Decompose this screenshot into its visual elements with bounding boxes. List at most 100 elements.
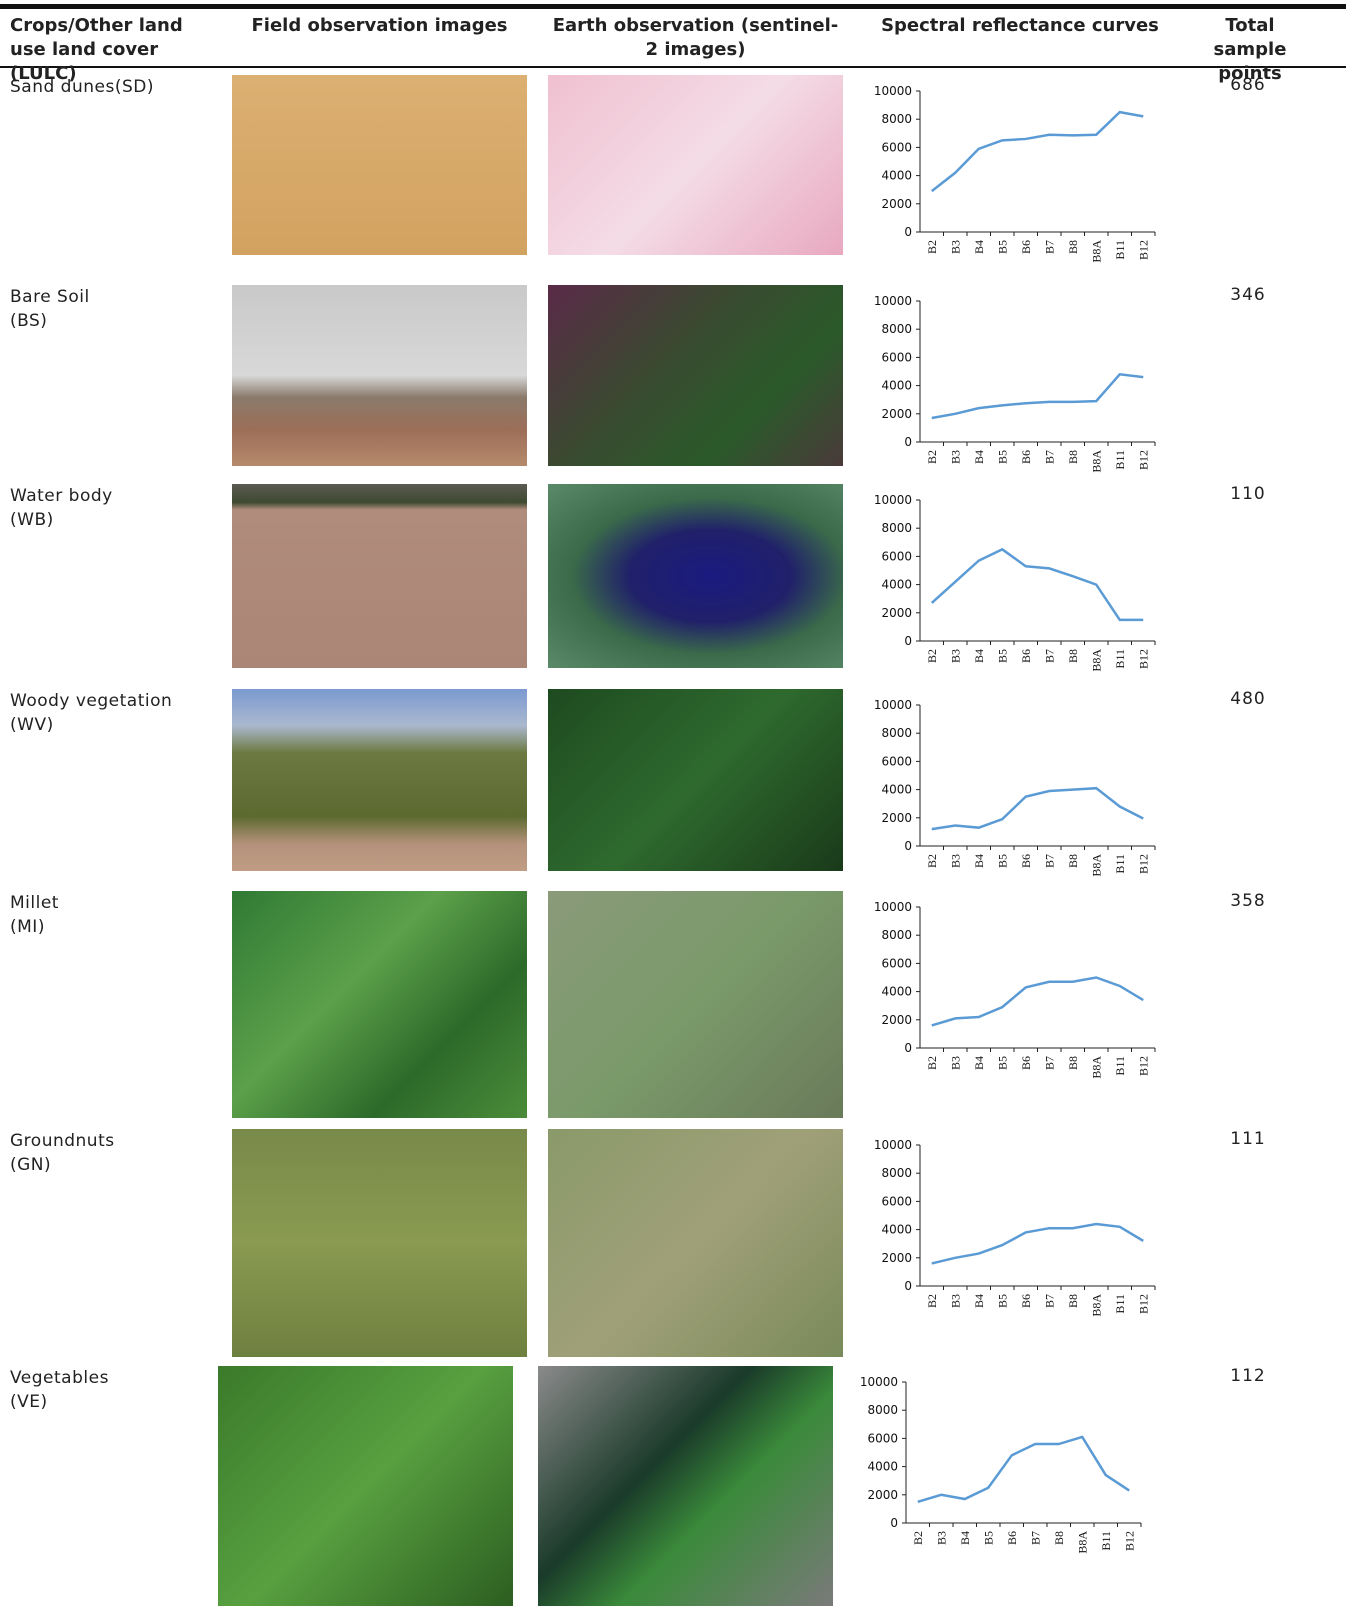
x-tick-label: B8A (1075, 1531, 1089, 1554)
x-tick-label: B8A (1089, 854, 1103, 877)
satellite-image (548, 689, 843, 871)
x-tick-label: B6 (1019, 450, 1033, 464)
spectral-line (932, 1224, 1144, 1263)
y-tick-label: 10000 (874, 493, 912, 507)
x-tick-label: B8A (1089, 450, 1103, 473)
x-tick-label: B7 (1042, 240, 1056, 254)
x-tick-label: B6 (1019, 240, 1033, 254)
x-tick-label: B11 (1113, 1056, 1127, 1076)
y-tick-label: 8000 (881, 928, 912, 942)
x-tick-label: B4 (972, 1294, 986, 1308)
field-photo (232, 689, 527, 871)
x-tick-label: B8 (1066, 854, 1080, 868)
spectral-line (932, 549, 1144, 620)
satellite-image (538, 1366, 833, 1606)
y-tick-label: 10000 (874, 900, 912, 914)
sample-count: 112 (1200, 1366, 1296, 1386)
field-photo (232, 1129, 527, 1357)
spectral-line (932, 978, 1144, 1026)
x-tick-label: B5 (995, 240, 1009, 254)
x-tick-label: B6 (1019, 1056, 1033, 1070)
x-tick-label: B8 (1066, 1056, 1080, 1070)
x-tick-label: B2 (911, 1531, 925, 1545)
x-tick-label: B2 (925, 450, 939, 464)
y-tick-label: 2000 (867, 1488, 898, 1502)
x-tick-label: B2 (925, 240, 939, 254)
satellite-image (548, 1129, 843, 1357)
y-tick-label: 10000 (874, 698, 912, 712)
sample-count: 358 (1200, 891, 1296, 911)
x-tick-label: B12 (1136, 1056, 1150, 1076)
y-tick-label: 0 (904, 1279, 912, 1293)
y-tick-label: 8000 (881, 112, 912, 126)
x-tick-label: B4 (972, 450, 986, 464)
y-tick-label: 10000 (860, 1375, 898, 1389)
y-tick-label: 6000 (881, 1194, 912, 1208)
x-tick-label: B12 (1136, 1294, 1150, 1314)
x-tick-label: B2 (925, 649, 939, 663)
x-tick-label: B12 (1122, 1531, 1136, 1551)
y-tick-label: 0 (904, 225, 912, 239)
y-tick-label: 10000 (874, 294, 912, 308)
y-tick-label: 4000 (881, 783, 912, 797)
y-tick-label: 4000 (881, 985, 912, 999)
y-tick-label: 0 (904, 634, 912, 648)
y-tick-label: 0 (890, 1516, 898, 1530)
header: Field observation images (232, 14, 527, 38)
class-label: Bare Soil (BS) (10, 285, 90, 333)
y-tick-label: 4000 (881, 1223, 912, 1237)
satellite-image (548, 891, 843, 1118)
x-tick-label: B11 (1099, 1531, 1113, 1551)
y-tick-label: 10000 (874, 1138, 912, 1152)
y-tick-label: 8000 (881, 726, 912, 740)
x-tick-label: B2 (925, 854, 939, 868)
x-tick-label: B3 (948, 450, 962, 464)
y-tick-label: 0 (904, 839, 912, 853)
y-tick-label: 4000 (881, 578, 912, 592)
y-tick-label: 8000 (881, 322, 912, 336)
y-tick-label: 8000 (881, 1166, 912, 1180)
y-tick-label: 4000 (881, 379, 912, 393)
x-tick-label: B5 (995, 450, 1009, 464)
x-tick-label: B11 (1113, 450, 1127, 470)
page: Crops/Other land use land cover (LULC) F… (0, 0, 1356, 1610)
x-tick-label: B3 (948, 1294, 962, 1308)
spectral-chart: 0200040006000800010000B2B3B4B5B6B7B8B8AB… (870, 77, 1170, 277)
y-tick-label: 4000 (867, 1460, 898, 1474)
field-photo (232, 75, 527, 255)
x-tick-label: B4 (958, 1531, 972, 1545)
x-tick-label: B7 (1042, 1056, 1056, 1070)
y-tick-label: 6000 (881, 956, 912, 970)
y-tick-label: 0 (904, 435, 912, 449)
x-tick-label: B12 (1136, 854, 1150, 874)
x-tick-label: B8A (1089, 1056, 1103, 1079)
spectral-line (932, 112, 1144, 191)
sample-count: 346 (1200, 285, 1296, 305)
y-tick-label: 0 (904, 1041, 912, 1055)
x-tick-label: B12 (1136, 450, 1150, 470)
field-photo (232, 891, 527, 1118)
satellite-image (548, 285, 843, 466)
sample-count: 686 (1200, 75, 1296, 95)
sample-count: 111 (1200, 1129, 1296, 1149)
x-tick-label: B11 (1113, 240, 1127, 260)
spectral-line (932, 788, 1144, 829)
x-tick-label: B7 (1042, 1294, 1056, 1308)
x-tick-label: B7 (1042, 450, 1056, 464)
x-tick-label: B8 (1066, 450, 1080, 464)
spectral-line (932, 374, 1144, 418)
y-tick-label: 2000 (881, 1251, 912, 1265)
y-tick-label: 8000 (881, 521, 912, 535)
x-tick-label: B4 (972, 240, 986, 254)
y-tick-label: 2000 (881, 197, 912, 211)
header: Earth observation (sentinel-2 images) (548, 14, 843, 62)
x-tick-label: B7 (1042, 649, 1056, 663)
y-tick-label: 6000 (881, 350, 912, 364)
x-tick-label: B5 (995, 649, 1009, 663)
x-tick-label: B11 (1113, 649, 1127, 669)
x-tick-label: B5 (995, 854, 1009, 868)
